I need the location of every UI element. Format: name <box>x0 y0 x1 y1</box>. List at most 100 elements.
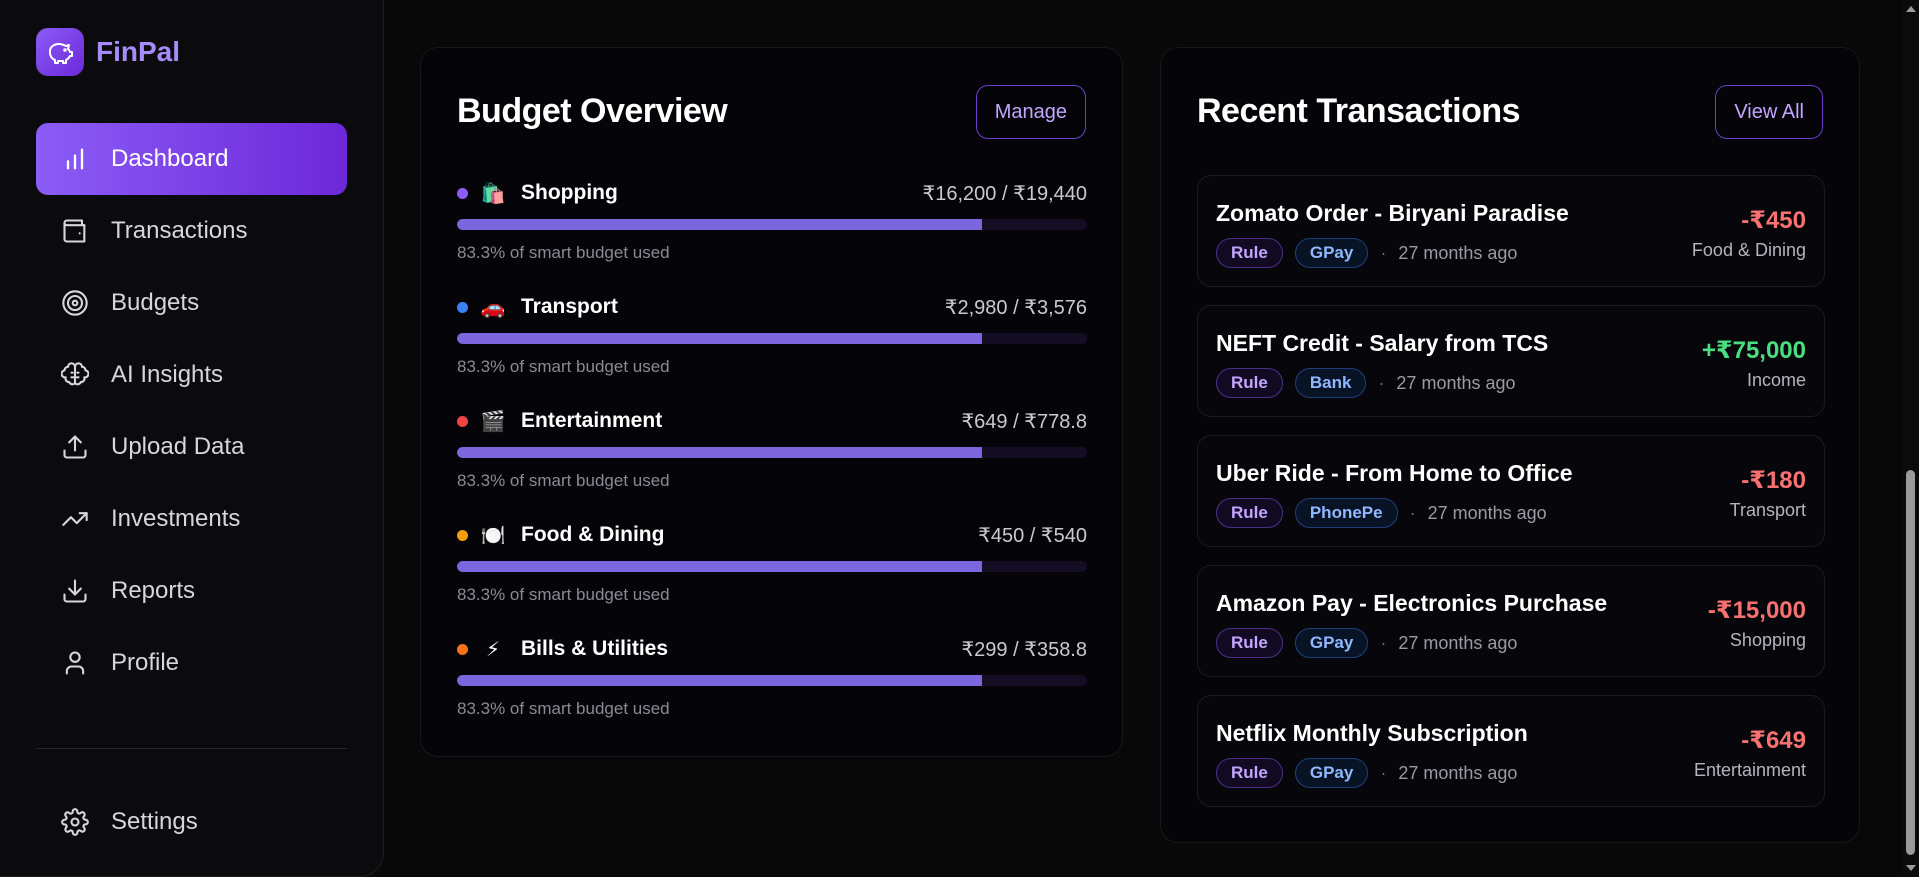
channel-tag: GPay <box>1294 628 1369 658</box>
recent-transactions-title: Recent Transactions <box>1197 92 1521 130</box>
budget-item-food-dining[interactable]: 🍽️ Food & Dining ₹450 / ₹540 83.3% of sm… <box>457 521 1087 605</box>
sidebar-nav: Dashboard Transactions Budgets AI Insigh… <box>36 123 347 699</box>
budget-item-transport[interactable]: 🚗 Transport ₹2,980 / ₹3,576 83.3% of sma… <box>457 293 1087 377</box>
category-dot <box>457 643 468 655</box>
budget-progress-track <box>457 333 1087 344</box>
sidebar-item-label: AI Insights <box>111 361 224 388</box>
separator-dot: · <box>1378 372 1385 393</box>
budget-progress-fill <box>457 675 982 686</box>
category-dot <box>457 187 468 199</box>
sidebar: FinPal Dashboard Transactions Budgets AI… <box>0 0 384 877</box>
transaction-amount: -₹450 <box>1741 207 1806 234</box>
transaction-title: Uber Ride - From Home to Office <box>1216 460 1573 486</box>
budget-amount: ₹16,200 / ₹19,440 <box>922 183 1087 205</box>
sidebar-divider <box>36 748 347 749</box>
transaction-tags: Rule GPay · 27 months ago <box>1216 628 1517 658</box>
transaction-amount: -₹649 <box>1741 727 1806 754</box>
budget-amount: ₹2,980 / ₹3,576 <box>944 297 1087 319</box>
sidebar-item-label: Upload Data <box>111 433 245 460</box>
sidebar-item-reports[interactable]: Reports <box>36 555 347 627</box>
page-scrollbar[interactable] <box>1902 0 1919 877</box>
sidebar-item-upload-data[interactable]: Upload Data <box>36 411 347 483</box>
transaction-category: Transport <box>1729 500 1806 520</box>
budget-amount: ₹649 / ₹778.8 <box>961 411 1087 433</box>
budget-name: Transport <box>521 295 618 318</box>
wallet-icon <box>63 219 86 243</box>
channel-tag: Bank <box>1294 368 1367 398</box>
sidebar-item-profile[interactable]: Profile <box>36 627 347 699</box>
clapperboard-icon: 🎬 <box>480 410 506 433</box>
sidebar-item-investments[interactable]: Investments <box>36 483 347 555</box>
shopping-bag-icon: 🛍️ <box>480 182 506 205</box>
rule-tag: Rule <box>1216 758 1283 788</box>
transaction-time: 27 months ago <box>1396 372 1516 393</box>
sidebar-item-label: Dashboard <box>111 145 229 172</box>
budget-note: 83.3% of smart budget used <box>457 243 670 262</box>
separator-dot: · <box>1380 632 1387 653</box>
category-dot <box>457 415 468 427</box>
budget-name: Bills & Utilities <box>521 637 669 660</box>
transaction-title: Zomato Order - Biryani Paradise <box>1216 200 1569 226</box>
budget-name: Entertainment <box>521 409 663 432</box>
brain-icon <box>61 362 89 386</box>
sidebar-item-label: Reports <box>111 577 196 604</box>
channel-tag: GPay <box>1294 238 1369 268</box>
budget-progress-fill <box>457 333 982 344</box>
target-icon <box>62 290 88 316</box>
rule-tag: Rule <box>1216 498 1283 528</box>
separator-dot: · <box>1380 762 1387 783</box>
brand[interactable]: FinPal <box>36 28 180 76</box>
sidebar-item-label: Settings <box>111 808 198 835</box>
transaction-category: Entertainment <box>1693 760 1806 780</box>
budget-item-shopping[interactable]: 🛍️ Shopping ₹16,200 / ₹19,440 83.3% of s… <box>457 179 1087 263</box>
sidebar-item-transactions[interactable]: Transactions <box>36 195 347 267</box>
sidebar-item-budgets[interactable]: Budgets <box>36 267 347 339</box>
budget-item-entertainment[interactable]: 🎬 Entertainment ₹649 / ₹778.8 83.3% of s… <box>457 407 1087 491</box>
transaction-item[interactable]: Netflix Monthly Subscription Rule GPay ·… <box>1197 695 1825 807</box>
budget-progress-fill <box>457 561 982 572</box>
rule-tag: Rule <box>1216 368 1283 398</box>
transaction-title: Amazon Pay - Electronics Purchase <box>1216 590 1608 616</box>
budget-progress-track <box>457 561 1087 572</box>
budget-item-bills-utilities[interactable]: ⚡ Bills & Utilities ₹299 / ₹358.8 83.3% … <box>457 635 1087 719</box>
transaction-item[interactable]: NEFT Credit - Salary from TCS Rule Bank … <box>1197 305 1825 417</box>
budget-note: 83.3% of smart budget used <box>457 471 670 490</box>
trending-up-icon <box>62 512 88 526</box>
budget-overview-title: Budget Overview <box>457 92 728 130</box>
transaction-amount: -₹15,000 <box>1707 597 1806 624</box>
budget-name: Shopping <box>521 181 618 204</box>
transaction-category: Shopping <box>1729 630 1806 650</box>
transaction-tags: Rule Bank · 27 months ago <box>1216 368 1516 398</box>
lightning-icon: ⚡ <box>485 638 501 661</box>
transaction-time: 27 months ago <box>1398 242 1518 263</box>
budget-amount: ₹450 / ₹540 <box>978 525 1087 547</box>
scroll-down-arrow[interactable] <box>1906 865 1916 871</box>
sidebar-item-label: Investments <box>111 505 241 532</box>
manage-button[interactable]: Manage <box>975 85 1086 139</box>
budget-progress-track <box>457 219 1087 230</box>
transaction-title: NEFT Credit - Salary from TCS <box>1216 330 1549 356</box>
transaction-time: 27 months ago <box>1398 632 1518 653</box>
transaction-title: Netflix Monthly Subscription <box>1216 720 1528 746</box>
sidebar-item-dashboard[interactable]: Dashboard <box>36 123 347 195</box>
channel-tag: GPay <box>1294 758 1369 788</box>
scroll-up-arrow[interactable] <box>1906 6 1916 12</box>
sidebar-item-settings[interactable]: Settings <box>36 786 347 858</box>
transaction-item[interactable]: Zomato Order - Biryani Paradise Rule GPa… <box>1197 175 1825 287</box>
budget-note: 83.3% of smart budget used <box>457 357 670 376</box>
brand-name: FinPal <box>96 36 181 67</box>
user-icon <box>65 651 85 675</box>
transaction-tags: Rule PhonePe · 27 months ago <box>1216 498 1547 528</box>
plate-icon: 🍽️ <box>480 524 506 547</box>
upload-icon <box>63 435 87 459</box>
separator-dot: · <box>1409 502 1416 523</box>
transaction-amount: -₹180 <box>1741 467 1806 494</box>
scroll-thumb[interactable] <box>1906 470 1915 855</box>
gear-icon <box>61 808 89 836</box>
budget-progress-fill <box>457 447 982 458</box>
sidebar-item-ai-insights[interactable]: AI Insights <box>36 339 347 411</box>
view-all-button[interactable]: View All <box>1715 85 1823 139</box>
transaction-item[interactable]: Amazon Pay - Electronics Purchase Rule G… <box>1197 565 1825 677</box>
transaction-time: 27 months ago <box>1427 502 1547 523</box>
transaction-item[interactable]: Uber Ride - From Home to Office Rule Pho… <box>1197 435 1825 547</box>
